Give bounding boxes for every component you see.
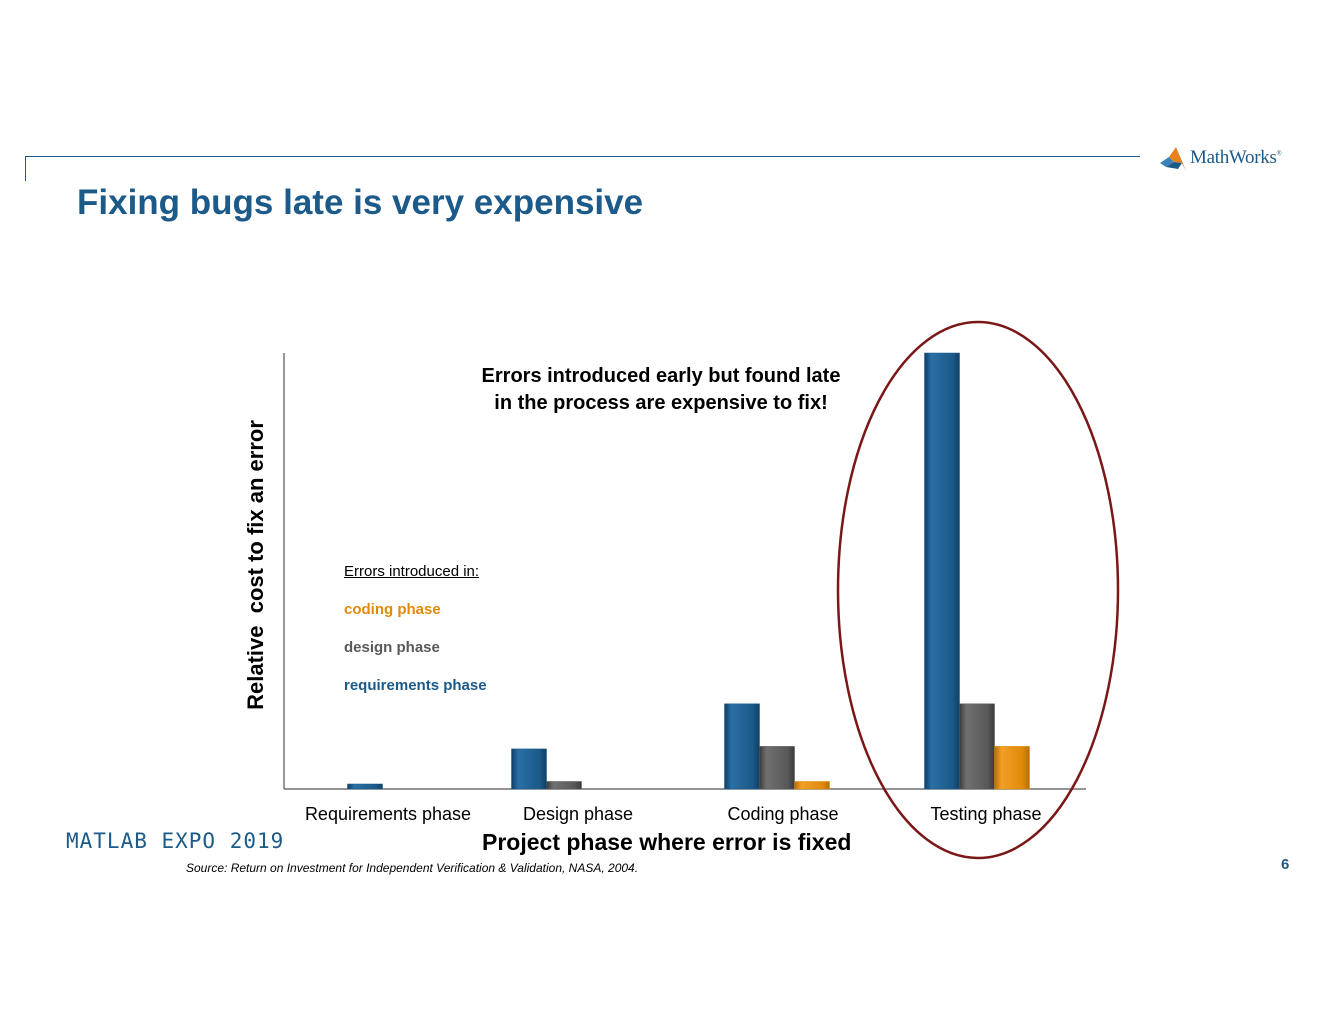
x-tick-label-coding-phase: Coding phase: [727, 804, 838, 824]
callout-text: Errors introduced early but found late i…: [482, 363, 841, 417]
x-tick-label-design-phase: Design phase: [523, 804, 633, 824]
source-citation: Source: Return on Investment for Indepen…: [186, 861, 639, 875]
logo-name: MathWorks: [1190, 147, 1277, 168]
bar-design-phase-design-phase: [546, 781, 582, 790]
page-number: 6: [1281, 856, 1290, 873]
x-tick-label-testing-phase: Testing phase: [930, 804, 1041, 824]
bar-testing-phase-design-phase: [959, 703, 995, 790]
testing-phase-highlight-ellipse: [836, 320, 1120, 860]
logo-wordmark: MathWorks®: [1190, 147, 1282, 169]
legend-item-requirements-phase: requirements phase: [344, 677, 487, 694]
bar-design-phase-requirements-phase: [511, 748, 547, 790]
legend-item-coding-phase: coding phase: [344, 601, 441, 618]
bar-requirements-phase-requirements-phase: [347, 783, 383, 790]
x-tick-label-requirements-phase: Requirements phase: [305, 804, 471, 824]
legend: Errors introduced in: coding phase desig…: [344, 563, 487, 715]
header-rule: [25, 156, 1140, 157]
x-axis-label: Project phase where error is fixed: [482, 829, 852, 855]
x-tick-layer: Requirements phase Design phase Coding pha…: [305, 804, 1042, 824]
bar-coding-phase-requirements-phase: [724, 703, 760, 790]
bars-layer: [347, 352, 1030, 790]
membrane-logo-icon: [1160, 147, 1186, 171]
mathworks-logo: MathWorks®: [1158, 143, 1298, 175]
bar-testing-phase-coding-phase: [994, 746, 1030, 790]
header-rule-tick: [25, 156, 26, 181]
bar-coding-phase-coding-phase: [794, 781, 830, 790]
logo-registered-mark: ®: [1276, 149, 1282, 158]
legend-item-design-phase: design phase: [344, 639, 440, 656]
callout-line-1: Errors introduced early but found late: [481, 365, 841, 387]
y-axis-label: Relative cost to fix an error: [243, 420, 268, 710]
slide-title: Fixing bugs late is very expensive: [77, 183, 644, 222]
callout-line-2: in the process are expensive to fix!: [494, 392, 828, 414]
event-footer: MATLAB EXPO 2019: [66, 829, 285, 853]
bar-coding-phase-design-phase: [759, 746, 795, 790]
bar-testing-phase-requirements-phase: [924, 352, 960, 790]
legend-title: Errors introduced in:: [344, 563, 480, 580]
